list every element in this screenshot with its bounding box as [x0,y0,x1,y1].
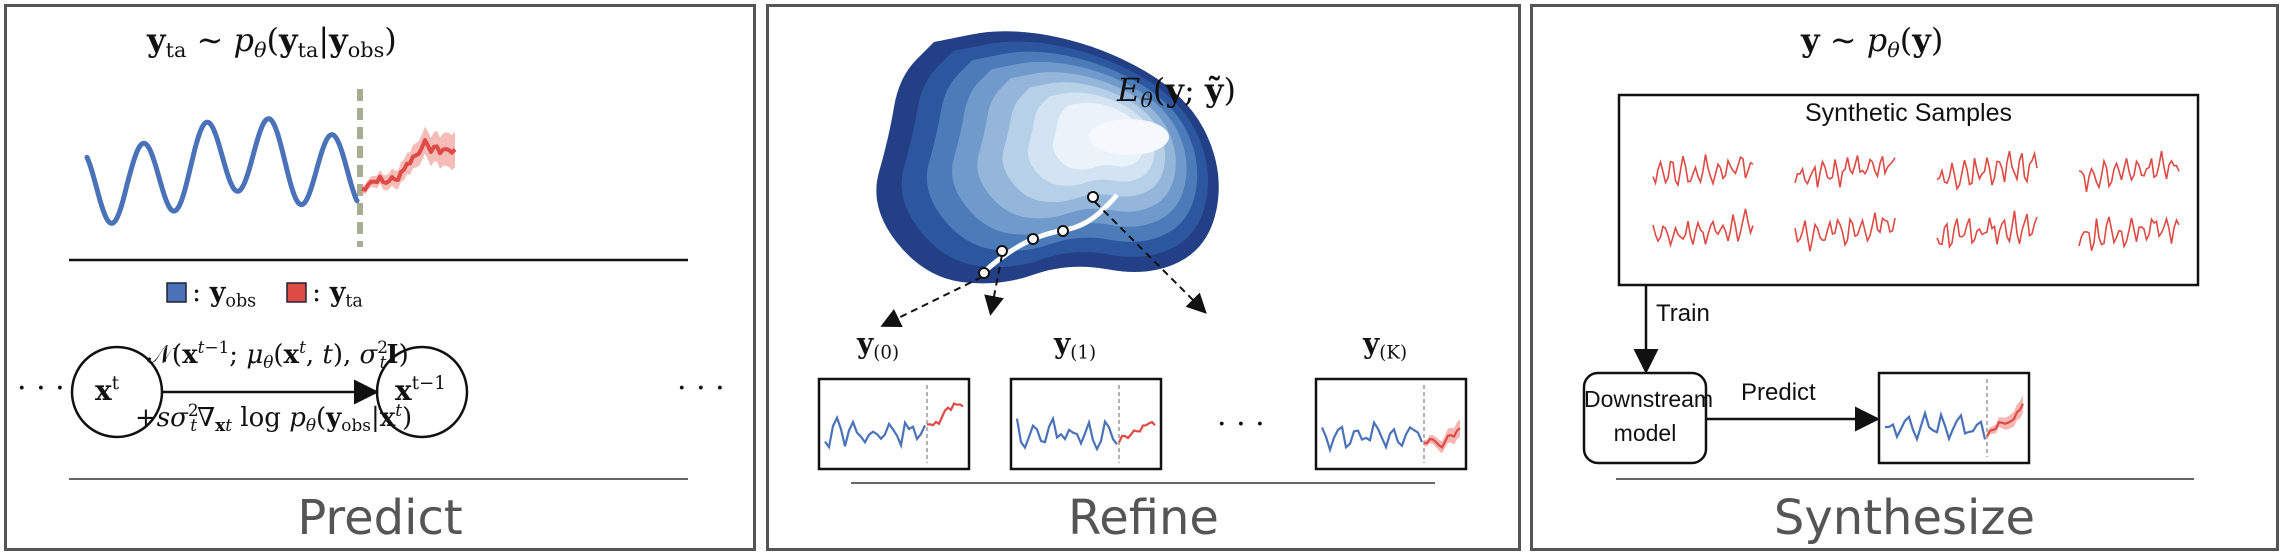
observed-series [84,116,360,226]
iterate-3 [1057,225,1069,237]
mini-plot-y1 [1009,377,1163,471]
synthetic-sample [1652,208,1754,248]
synthesize-graphic [1582,93,2200,480]
mini-plot-frame [1009,377,1163,471]
synthetic-samples-box [1617,93,2200,287]
label-y0: y(0) [857,327,900,364]
energy-formula: Eθ(y; ỹ) [1117,71,1236,113]
mini-target-series [1117,420,1156,444]
mini-target-series [926,402,964,427]
legend-ta: : yta [312,277,363,312]
legend-ta-swatch [286,282,307,303]
synthetic-sample [1936,210,2038,250]
mini-observed-series [1320,419,1424,454]
guidance-formula: +sσ2t∇xt log pθ(yobs|xt) [135,400,413,436]
synthesize-panel: y ∼ pθ(y) Synthetic Samples Train Downst… [1530,4,2279,551]
mini-plot-yk [1314,377,1468,471]
synthetic-sample [2078,215,2180,251]
label-y1: y(1) [1054,327,1097,364]
mini-plot-prediction [1877,371,2031,465]
arrow-to-yk [1094,201,1207,314]
mini-plot-y0 [817,377,971,471]
predict-panel: yta ∼ pθ(yta|yobs) : yobs : yta xt xt−1 … [4,4,756,551]
synthetic-sample [1794,212,1896,252]
mini-observed-series [1884,409,1987,443]
iterate-0 [978,267,990,279]
mini-observed-series [824,414,926,450]
iterate-2 [1027,233,1039,245]
synthesize-title: Synthesize [1773,490,2036,546]
synthetic-sample [1794,155,1896,188]
mini-plot-frame [817,377,971,471]
downstream-model-label: Downstream model [1584,386,1714,446]
target-uncertainty-band [362,126,455,195]
legend-obs: : yobs [192,277,257,312]
label-yk: y(K) [1363,327,1408,364]
synthesize-formula: y ∼ pθ(y) [1801,21,1944,63]
predict-graphic [69,89,688,480]
samples-title: Synthetic Samples [1804,99,2013,127]
synthetic-sample [2078,150,2180,193]
iterate-k [1087,191,1099,203]
synthetic-sample-grid [1652,150,2180,252]
predict-label: Predict [1741,379,1816,406]
refine-graphic [817,31,1468,484]
synthetic-sample [1652,154,1754,188]
transition-mean-formula: 𝒩(xt−1; μθ(xt, t), σ2tI) [147,337,409,373]
mini-plot-frame [1314,377,1468,471]
predict-formula: yta ∼ pθ(yta|yobs) [147,21,397,63]
refine-panel: Eθ(y; ỹ) y(0) y(1) y(K) · · · Refine [766,4,1521,551]
energy-landscape [876,31,1219,284]
mini-observed-series [1015,415,1118,452]
arrow-to-y1 [984,254,1004,316]
legend-obs-swatch [166,282,187,303]
ellipsis-right: · · · [677,371,725,406]
target-series [361,138,457,192]
node-xt-minus-1-label: xt−1 [395,373,446,407]
node-xt-label: xt [95,373,120,407]
energy-minimum [1089,119,1169,155]
refine-ellipsis: · · · [1217,407,1265,442]
synthetic-sample [1936,150,2038,191]
ellipsis-left: · · · [17,371,65,406]
predict-title: Predict [297,490,463,546]
arrow-to-y0 [880,276,983,327]
train-label: Train [1656,300,1710,327]
mini-target-series [1986,403,2024,437]
iterate-1 [996,245,1008,257]
refine-title: Refine [1068,490,1219,546]
mini-target-series [1423,427,1461,450]
